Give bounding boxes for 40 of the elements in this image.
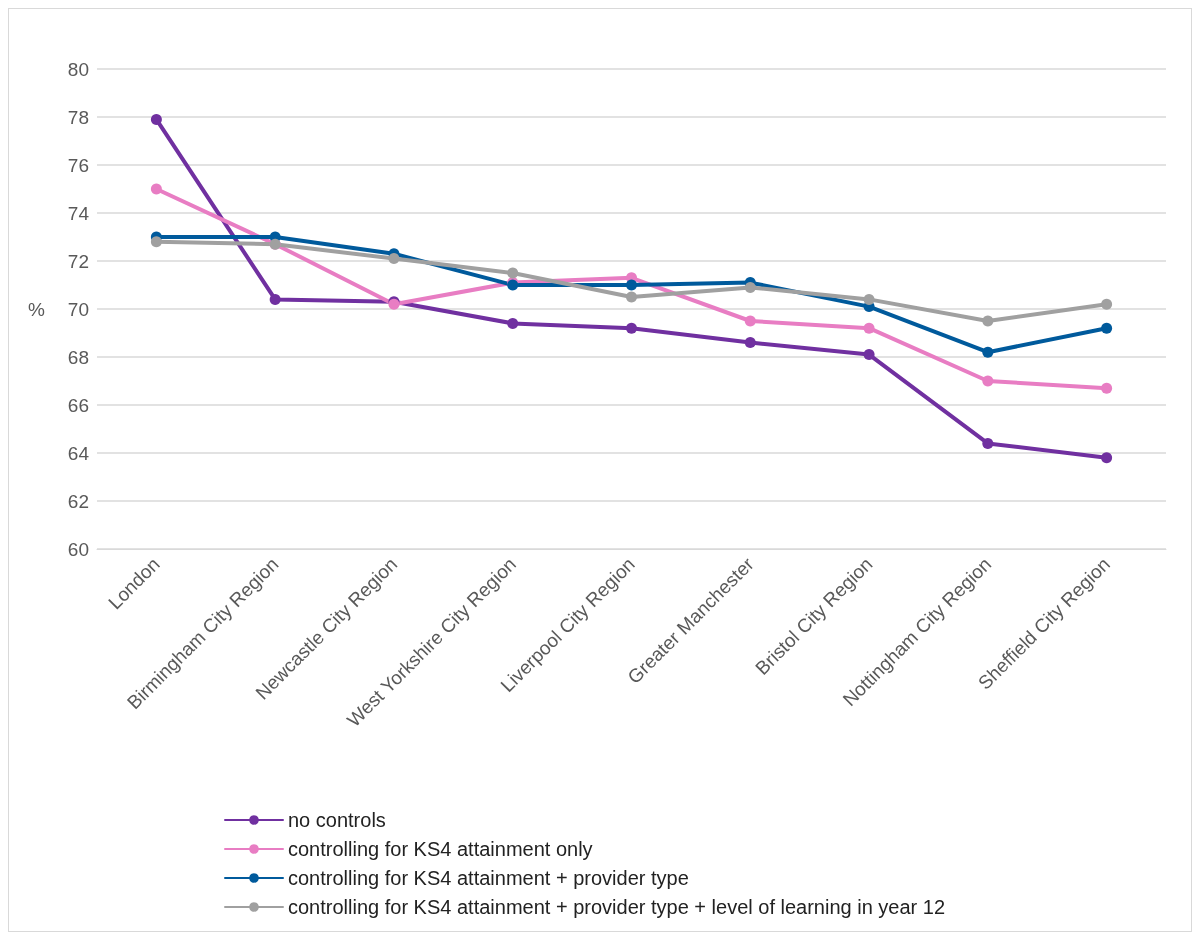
point: [982, 315, 994, 327]
point: [626, 291, 637, 303]
point: [626, 279, 637, 291]
point: [744, 337, 756, 349]
legend-label: no controls: [288, 809, 386, 831]
y-tick-label: 80: [67, 58, 89, 80]
point: [863, 293, 875, 305]
legend-label: controlling for KS4 attainment + provider type + level of learning in year 12: [288, 896, 946, 918]
point: [269, 293, 281, 305]
y-tick-label: 78: [67, 106, 89, 128]
y-tick-label: 70: [67, 298, 89, 320]
y-tick-label: 64: [67, 442, 90, 464]
y-tick-label: 72: [67, 250, 89, 272]
y-tick-label: 74: [67, 202, 90, 224]
point: [150, 183, 162, 195]
point: [863, 322, 875, 334]
point: [1101, 452, 1113, 464]
legend-label: controlling for KS4 attainment + provider type: [288, 867, 689, 889]
y-tick-label: 60: [67, 538, 89, 560]
point: [507, 267, 519, 279]
point: [982, 346, 994, 358]
y-tick-label: 62: [67, 490, 89, 512]
point: [507, 317, 519, 329]
point: [626, 322, 637, 334]
point: [1101, 382, 1113, 394]
y-tick-label: 68: [67, 346, 89, 368]
point: [744, 315, 756, 327]
point: [1101, 322, 1113, 334]
y-axis-title: %: [28, 298, 46, 320]
legend-label: controlling for KS4 attainment only: [288, 838, 593, 860]
point: [150, 236, 162, 248]
point: [863, 349, 875, 361]
point: [150, 113, 162, 125]
point: [982, 437, 994, 449]
point: [1101, 298, 1113, 310]
point: [388, 253, 400, 265]
point: [982, 375, 994, 387]
y-tick-label: 66: [67, 394, 89, 416]
y-tick-label: 76: [67, 154, 89, 176]
point: [744, 281, 756, 293]
